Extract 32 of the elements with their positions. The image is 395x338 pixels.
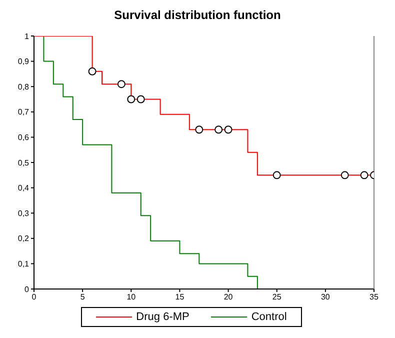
- x-tick-label: 20: [224, 292, 234, 302]
- point: [272, 171, 281, 180]
- point: [340, 171, 349, 180]
- point: [127, 95, 136, 104]
- legend-label: Drug 6-MP: [136, 311, 190, 323]
- legend-label: Control: [251, 311, 287, 323]
- x-tick-label: 10: [126, 292, 136, 302]
- point: [224, 126, 232, 134]
- point: [214, 126, 223, 134]
- y-tick-label: 1: [24, 32, 30, 41]
- point: [195, 126, 204, 134]
- x-tick-label: 35: [370, 292, 379, 302]
- x-tick-label: 0: [32, 292, 37, 302]
- y-tick-label: 0,3: [18, 208, 30, 218]
- y-tick-label: 0,4: [18, 184, 30, 193]
- y-tick-label: 0: [24, 284, 30, 294]
- y-tick-label: 0,9: [18, 57, 30, 66]
- x-tick-label: 15: [175, 292, 185, 302]
- point: [88, 67, 96, 76]
- point: [136, 95, 145, 104]
- x-tick-label: 30: [320, 292, 330, 302]
- chart-title: Survival distribution function: [113, 8, 282, 22]
- x-tick-label: 25: [272, 292, 282, 302]
- y-tick-label: 0,5: [18, 158, 30, 168]
- point: [117, 80, 126, 88]
- y-tick-label: 0,7: [18, 108, 30, 117]
- y-tick-label: 0,1: [18, 260, 30, 269]
- y-tick-label: 0,2: [18, 234, 30, 244]
- y-tick-label: 0,8: [18, 82, 30, 92]
- x-tick-label: 5: [80, 292, 86, 302]
- y-tick-label: 0,6: [18, 133, 30, 142]
- point: [360, 171, 368, 180]
